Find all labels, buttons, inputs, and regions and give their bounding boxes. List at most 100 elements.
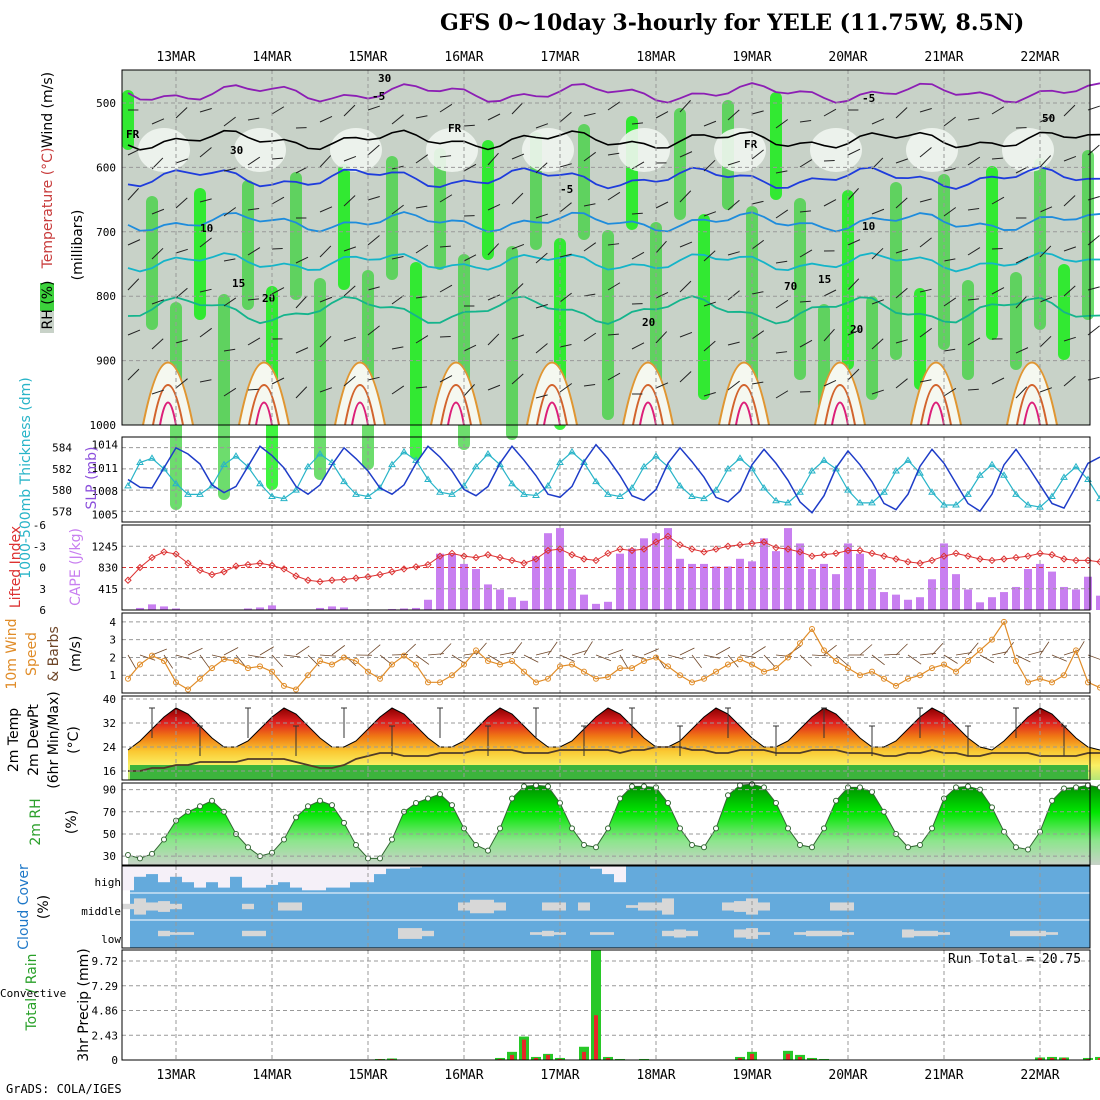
wind-barb xyxy=(247,337,261,346)
precip-total-bar xyxy=(591,950,601,1060)
wind-barb xyxy=(367,144,380,156)
wind-barb xyxy=(127,148,141,156)
wind10m-point xyxy=(953,668,959,675)
wind-barb xyxy=(319,296,333,303)
wind10m-point xyxy=(509,658,515,664)
wind-barb xyxy=(295,347,309,354)
heat-cone-core xyxy=(831,401,849,426)
wind-barb xyxy=(727,199,740,211)
rh2m-point xyxy=(797,842,803,849)
wind10m-point xyxy=(965,658,971,664)
cloud-row-label-middle: middle xyxy=(81,905,121,918)
wind10m-barb xyxy=(619,654,629,669)
cloud-high-cell xyxy=(194,866,206,888)
contour-temp-15 xyxy=(127,251,1100,273)
thickness-point xyxy=(844,486,852,493)
wind10m-barb xyxy=(631,654,648,661)
wind-barb xyxy=(823,199,837,207)
li-point xyxy=(472,553,480,562)
wind-barb xyxy=(991,287,1005,295)
wind10m-barb xyxy=(763,654,776,667)
wind-barb xyxy=(343,375,356,387)
wind-barb xyxy=(391,295,405,305)
wind-barb xyxy=(223,297,237,307)
date-label-top: 22MAR xyxy=(1020,50,1059,65)
li-point xyxy=(664,532,672,541)
heat-cone-inner xyxy=(1016,384,1048,426)
wind10m-point xyxy=(245,665,251,672)
wind-barb xyxy=(247,117,260,121)
wind-barb xyxy=(967,156,981,166)
wind10m-point xyxy=(257,663,263,670)
cloud-low-cell xyxy=(902,929,914,938)
wind-barb xyxy=(583,203,596,207)
li-point xyxy=(388,568,396,576)
cloud-high-cell xyxy=(158,866,170,883)
wind-barb xyxy=(895,248,908,254)
wind10m-point xyxy=(137,661,143,668)
wind10m-label-speed: Speed xyxy=(24,632,40,676)
wind-barb xyxy=(655,382,669,389)
wind-barb xyxy=(655,331,668,344)
li-point xyxy=(784,545,792,553)
thickness-point xyxy=(1072,462,1080,470)
contour-label: 20 xyxy=(262,292,275,305)
cloud-low-cell xyxy=(686,930,698,937)
wind10m-point xyxy=(473,647,479,654)
rh-blob xyxy=(890,182,902,360)
wind10m-point xyxy=(209,665,215,672)
thickness-tick: 580 xyxy=(52,484,72,497)
wind-barb xyxy=(247,247,261,256)
precip-conv-bar xyxy=(1050,1057,1054,1060)
thickness-point xyxy=(1096,494,1100,502)
date-label-top: 17MAR xyxy=(540,50,579,65)
rh2m-point xyxy=(329,802,335,809)
rh2m-point xyxy=(785,825,791,832)
wind-barb xyxy=(631,122,644,125)
slp-tick: 1011 xyxy=(92,462,119,475)
li-point xyxy=(772,543,780,552)
wind10m-point xyxy=(1001,618,1007,625)
thickness-point xyxy=(940,501,948,508)
wind10m-point xyxy=(785,654,791,661)
wind-barb xyxy=(295,296,307,309)
wind-barb xyxy=(703,159,716,172)
wind10m-barb xyxy=(1015,654,1031,663)
cloud-low-cell xyxy=(590,932,602,935)
wind10m-point xyxy=(641,658,647,664)
cloud-middle-cell xyxy=(842,902,854,911)
wind10m-barb xyxy=(247,654,264,659)
date-label-bottom: 14MAR xyxy=(252,1068,291,1083)
temp2m-line xyxy=(127,707,1100,751)
cloud-middle-cell xyxy=(626,905,638,908)
cloud-high-cell xyxy=(242,866,254,888)
rh2m-point xyxy=(125,852,131,859)
rh-blob xyxy=(218,294,230,500)
wind10m-point xyxy=(593,675,599,682)
thickness-point xyxy=(712,486,720,493)
heat-cone-inner xyxy=(344,384,376,426)
cloud-high-cell xyxy=(338,866,350,888)
wind10m-barb xyxy=(991,651,1008,656)
cape-bar xyxy=(628,548,636,610)
rh2m-point xyxy=(929,825,935,832)
wind-barb xyxy=(367,235,380,246)
wind10m-point xyxy=(989,636,995,643)
wind-barb xyxy=(391,204,404,215)
li-point xyxy=(436,552,444,560)
wind-barb xyxy=(343,246,357,252)
wind10m-barb xyxy=(319,654,336,657)
heat-cone-inner xyxy=(632,384,664,426)
cape-bar xyxy=(724,566,732,610)
wind-barb xyxy=(967,388,979,391)
wind-barb xyxy=(415,244,429,254)
wind10m-barb xyxy=(1003,641,1014,656)
cloud-low-cell xyxy=(806,930,818,937)
wind10m-barb xyxy=(223,647,239,656)
wind10m-barb xyxy=(391,654,409,656)
wind-barb xyxy=(199,198,212,203)
thickness-point xyxy=(160,464,168,472)
wind-barb xyxy=(487,113,501,121)
wind-barb xyxy=(127,188,139,201)
wind10m-point xyxy=(269,668,275,675)
